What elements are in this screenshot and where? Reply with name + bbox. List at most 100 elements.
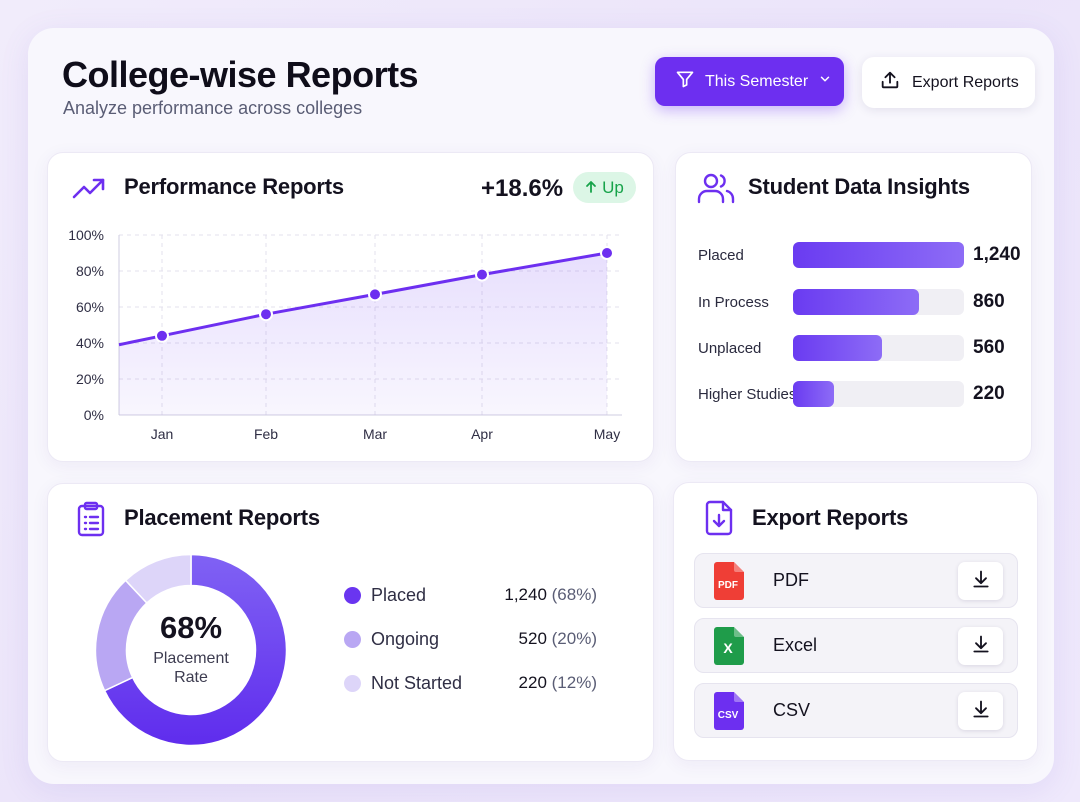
legend-row: Placed 1,240 (68%) [344,584,624,608]
trend-up-badge: Up [573,172,636,203]
performance-point [155,328,169,343]
performance-area [119,253,607,415]
insight-bar-fill [793,289,919,315]
donut-slice [103,553,288,747]
chevron-down-icon [818,72,832,91]
performance-point [600,246,614,260]
file-type-tag: X [723,640,733,656]
insight-row: Placed 1,240 [676,241,1033,271]
legend-label: Placed [371,585,427,605]
download-button[interactable] [958,627,1003,665]
export-reports-label: Export Reports [912,73,1019,91]
semester-filter-button[interactable]: This Semester [655,57,844,106]
export-format-label: Excel [773,635,818,655]
y-tick-label: 40% [76,335,104,351]
legend-percent: (68%) [551,585,597,604]
y-tick-label: 80% [76,263,104,279]
download-icon [971,699,991,724]
download-icon [971,569,991,594]
insight-value: 1,240 [973,244,1021,265]
page-title: College-wise Reports [62,54,419,95]
insight-row: In Process 860 [676,288,1033,318]
legend-percent: (20%) [551,629,597,648]
placement-reports-card: Placement Reports 68% Placement Rate Pla… [47,483,654,762]
export-row-pdf[interactable]: PDF PDF [694,553,1018,608]
export-reports-button[interactable]: Export Reports [862,57,1035,108]
legend-count: 1,240 [504,585,547,604]
insight-label: In Process [698,294,769,311]
insight-bar-track [793,289,964,315]
insight-value: 860 [973,291,1005,312]
performance-point [259,307,273,322]
legend-label: Not Started [371,673,463,693]
export-format-label: CSV [773,700,811,720]
y-tick-label: 20% [76,371,104,387]
insight-row: Unplaced 560 [676,334,1033,364]
legend-count: 220 [518,673,547,692]
legend-value: 220 (12%) [519,673,597,693]
insight-bar-track [793,242,964,268]
x-tick-label: May [594,426,620,442]
performance-reports-title: Performance Reports [124,174,344,199]
download-button[interactable] [958,692,1003,730]
export-reports-title: Export Reports [752,505,909,530]
insight-label: Higher Studies [698,386,797,403]
file-type-tag: CSV [718,710,739,721]
placement-rate-value: 68% [159,610,223,645]
arrow-up-icon [585,178,597,198]
legend-dot [344,587,361,604]
placement-rate-label: Placement Rate [153,650,229,686]
download-icon [971,634,991,659]
student-data-insights-title: Student Data Insights [748,174,970,199]
performance-line [118,251,608,347]
x-tick-label: Jan [151,426,174,442]
filter-icon [675,69,695,94]
file-type-tag: PDF [718,580,738,591]
y-tick-label: 60% [76,299,104,315]
legend-percent: (12%) [551,673,597,692]
insight-bar-fill [793,335,882,361]
export-reports-card: Export Reports PDF PDF X Excel CSV CSV [673,482,1038,761]
performance-kpi-value: +18.6% [481,175,564,202]
insight-row: Higher Studies 220 [676,380,1033,410]
insight-bar-fill [793,381,835,407]
placement-donut-chart [94,553,288,747]
excel-file-icon: X [714,627,744,665]
csv-file-icon: CSV [714,692,744,730]
trending-up-icon [72,173,106,206]
donut-center [127,586,255,714]
trend-up-label: Up [602,177,624,197]
donut-slice [124,553,192,605]
x-tick-label: Mar [363,426,387,442]
insight-label: Unplaced [698,340,762,357]
export-format-label: PDF [773,570,809,590]
y-tick-label: 100% [68,227,104,243]
legend-row: Ongoing 520 (20%) [344,628,624,652]
x-tick-label: Feb [254,426,278,442]
legend-count: 520 [518,629,547,648]
insight-bar-track [793,381,964,407]
legend-value: 520 (20%) [519,629,597,649]
export-row-excel[interactable]: X Excel [694,618,1018,673]
performance-line-chart: 0% 20% 40% 60% 80% 100% Jan Feb Mar Apr May [68,227,622,442]
pdf-file-icon: PDF [714,562,744,600]
upload-icon [879,69,901,96]
y-tick-label: 0% [84,407,104,423]
performance-point [368,287,382,302]
download-button[interactable] [958,562,1003,600]
users-icon [697,172,735,209]
x-tick-label: Apr [471,426,493,442]
insight-value: 560 [973,337,1005,358]
legend-dot [344,631,361,648]
legend-label: Ongoing [371,629,440,649]
performance-reports-card: Performance Reports +18.6% Up 0% 20% 40% 60… [47,152,654,462]
page-subtitle: Analyze performance across colleges [63,98,363,118]
insight-bar-track [793,335,964,361]
performance-point [475,267,489,282]
clipboard-list-icon [76,501,106,542]
file-download-icon [703,500,735,541]
placement-reports-title: Placement Reports [124,505,320,530]
insight-value: 220 [973,383,1005,404]
student-data-insights-card: Student Data Insights Placed 1,240 In Proc… [675,152,1032,462]
export-row-csv[interactable]: CSV CSV [694,683,1018,738]
